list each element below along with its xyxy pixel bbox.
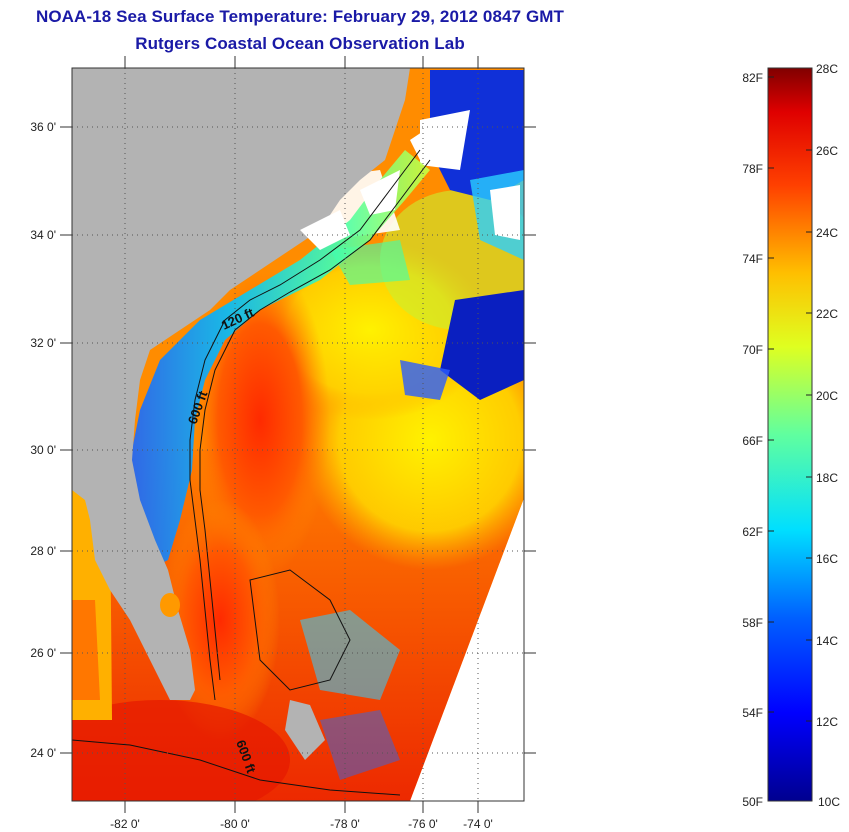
lat-tick-label: 34 0'	[30, 228, 56, 242]
lon-tick-label: -82 0'	[110, 817, 140, 831]
colorbar-c-label: 10C	[818, 795, 840, 809]
lon-tick-label: -80 0'	[220, 817, 250, 831]
cloud-patch	[300, 210, 350, 250]
map-frame	[71, 67, 525, 802]
cloud-patch	[360, 170, 400, 215]
colorbar-ticks	[768, 76, 812, 722]
contour-120ft	[189, 149, 421, 701]
colorbar-c-label: 20C	[816, 389, 838, 403]
contour-southern	[72, 739, 401, 796]
colorbar-c-label: 24C	[816, 226, 838, 240]
colorbar-c-label: 22C	[816, 307, 838, 321]
colorbar-c-label: 26C	[816, 144, 838, 158]
lat-tick-label: 26 0'	[30, 646, 56, 660]
contour-bahamas	[249, 569, 351, 691]
colorbar-f-label: 50F	[742, 795, 763, 809]
lon-tick-label: -78 0'	[330, 817, 360, 831]
colorbar-f-label: 58F	[742, 616, 763, 630]
colorbar-f-label: 82F	[742, 71, 763, 85]
colorbar-f-label: 62F	[742, 525, 763, 539]
lat-tick-label: 28 0'	[30, 544, 56, 558]
colorbar-c-label: 18C	[816, 471, 838, 485]
land-cuba	[285, 700, 325, 760]
colorbar-f-label: 78F	[742, 162, 763, 176]
colorbar-f-label: 66F	[742, 434, 763, 448]
colorbar-gradient	[767, 67, 813, 802]
colorbar-f-label: 70F	[742, 343, 763, 357]
colorbar-f-label: 54F	[742, 706, 763, 720]
lon-tick-label: -76 0'	[408, 817, 438, 831]
land-mass-north-america	[72, 68, 410, 700]
chart-title: NOAA-18 Sea Surface Temperature: Februar…	[35, 7, 565, 26]
colorbar-c-label: 28C	[816, 62, 838, 76]
colorbar-c-label: 12C	[816, 715, 838, 729]
lat-tick-label: 30 0'	[30, 443, 56, 457]
lat-tick-label: 24 0'	[30, 746, 56, 760]
lat-tick-label: 32 0'	[30, 336, 56, 350]
chart-subtitle: Rutgers Coastal Ocean Observation Lab	[135, 34, 465, 53]
lake-okeechobee	[160, 593, 180, 617]
lon-tick-label: -74 0'	[463, 817, 493, 831]
colorbar-c-label: 14C	[816, 634, 838, 648]
colorbar-c-label: 16C	[816, 552, 838, 566]
lat-tick-label: 36 0'	[30, 120, 56, 134]
map-ticks	[60, 56, 536, 813]
graticule	[72, 68, 524, 801]
colorbar-f-label: 74F	[742, 252, 763, 266]
contour-600ft	[199, 159, 431, 681]
